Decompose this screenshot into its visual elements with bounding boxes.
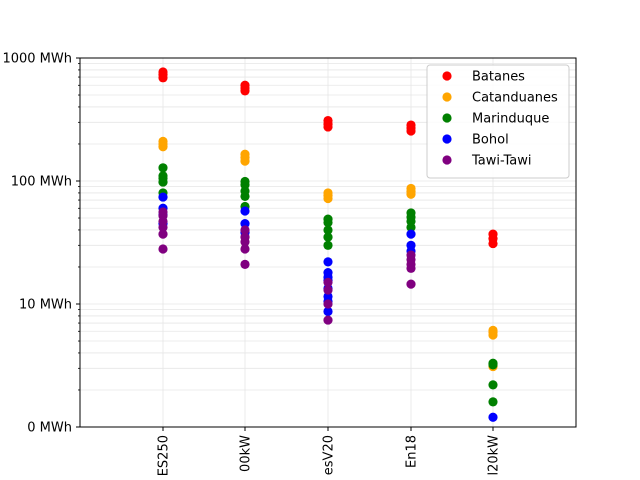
data-point-marinduque <box>158 171 168 181</box>
legend-marker <box>442 71 452 81</box>
data-point-marinduque <box>488 397 498 407</box>
y-tick-label: 0 MWh <box>27 421 72 436</box>
data-point-bohol <box>406 240 416 250</box>
y-axis: 0 MWh 10 MWh 100 MWh 1000 MWh <box>2 52 80 436</box>
data-point-tawi-tawi <box>240 244 250 254</box>
data-point-batanes <box>240 80 250 90</box>
data-point-tawi-tawi <box>323 299 333 309</box>
data-point-catanduanes <box>406 183 416 194</box>
data-point-marinduque <box>323 232 333 242</box>
legend-label: Tawi-Tawi <box>471 154 532 169</box>
legend-marker <box>442 134 452 144</box>
data-point-marinduque <box>406 208 416 218</box>
y-tick-label: 10 MWh <box>19 298 72 313</box>
data-point-marinduque <box>158 163 168 173</box>
data-point-tawi-tawi <box>240 225 250 235</box>
legend-label: Bohol <box>472 133 509 148</box>
y-tick-label: 100 MWh <box>11 175 72 190</box>
data-point-tawi-tawi <box>158 244 168 254</box>
data-point-marinduque <box>323 225 333 235</box>
data-point-marinduque <box>488 358 498 368</box>
data-point-bohol <box>488 412 498 422</box>
data-point-tawi-tawi <box>406 250 416 260</box>
x-tick-label: 00kW <box>239 435 254 472</box>
data-point-batanes <box>323 115 333 126</box>
data-point-tawi-tawi <box>323 277 333 287</box>
data-point-bohol <box>323 257 333 267</box>
x-axis: ES250 00kW esV20 En18 l20kW <box>157 427 502 476</box>
data-point-batanes <box>406 120 416 130</box>
data-point-tawi-tawi <box>323 315 333 325</box>
x-tick-label: l20kW <box>487 435 502 476</box>
legend-marker <box>442 92 452 102</box>
data-point-catanduanes <box>158 136 168 146</box>
data-point-bohol <box>240 219 250 229</box>
data-point-marinduque <box>323 214 333 224</box>
data-point-bohol <box>406 229 416 239</box>
data-point-tawi-tawi <box>158 229 168 239</box>
data-point-tawi-tawi <box>158 207 168 217</box>
data-point-bohol <box>323 306 333 317</box>
x-tick-label: esV20 <box>322 435 337 475</box>
legend-marker <box>442 155 452 165</box>
data-point-catanduanes <box>488 325 498 336</box>
y-tick-label: 1000 MWh <box>2 52 72 67</box>
data-point-tawi-tawi <box>240 259 250 269</box>
data-point-batanes <box>488 229 498 239</box>
data-point-bohol <box>240 206 250 216</box>
data-point-marinduque <box>323 240 333 250</box>
data-point-marinduque <box>488 380 498 390</box>
legend-label: Batanes <box>472 70 525 85</box>
data-point-bohol <box>158 192 168 202</box>
legend: Batanes Catanduanes Marinduque Bohol Tawi-Ta… <box>426 64 570 179</box>
data-point-bohol <box>323 268 333 278</box>
legend-label: Marinduque <box>472 112 549 127</box>
data-point-bohol <box>323 291 333 302</box>
x-tick-label: En18 <box>405 435 420 468</box>
data-point-catanduanes <box>323 188 333 198</box>
data-point-tawi-tawi <box>323 285 333 295</box>
x-tick-label: ES250 <box>157 435 172 476</box>
legend-label: Catanduanes <box>472 91 558 106</box>
data-point-tawi-tawi <box>406 279 416 289</box>
legend-marker <box>442 113 452 123</box>
data-points <box>158 67 498 422</box>
legend-box <box>426 64 570 179</box>
data-point-tawi-tawi <box>240 232 250 242</box>
data-point-marinduque <box>240 176 250 187</box>
data-point-catanduanes <box>240 149 250 159</box>
data-point-batanes <box>158 67 168 77</box>
